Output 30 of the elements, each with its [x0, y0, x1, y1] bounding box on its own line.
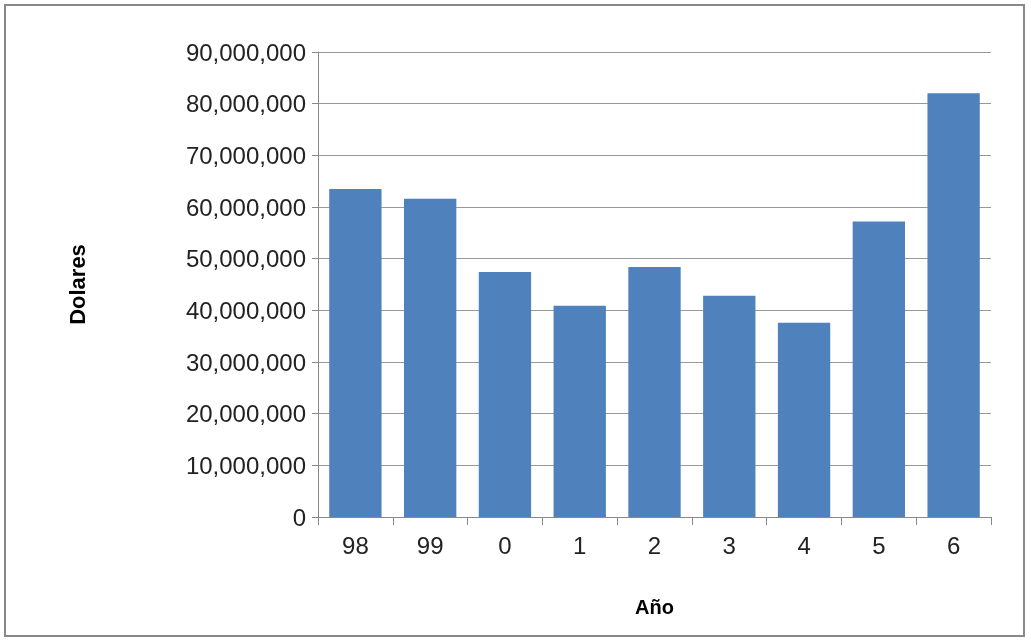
x-tick-label: 6 [946, 531, 961, 559]
bar [403, 198, 457, 517]
x-axis-title: Año [635, 596, 674, 618]
bar [628, 266, 681, 517]
y-tick-label: 0 [292, 503, 306, 531]
x-tick-label: 3 [722, 531, 736, 559]
bar [478, 272, 532, 517]
bar [703, 295, 756, 517]
x-tick-label: 98 [342, 531, 369, 559]
x-tick-label: 5 [872, 531, 886, 559]
y-tick-label: 10,000,000 [185, 451, 306, 479]
x-tick-label: 4 [797, 531, 811, 559]
y-tick-label: 50,000,000 [185, 245, 306, 273]
bar [927, 93, 980, 517]
y-tick-label: 20,000,000 [185, 400, 306, 428]
bar [852, 221, 906, 517]
bar [329, 188, 382, 517]
y-tick-label: 40,000,000 [185, 296, 306, 324]
bar [777, 322, 831, 517]
x-tick-label: 2 [647, 531, 662, 559]
y-tick-label: 60,000,000 [185, 193, 306, 221]
y-tick-label: 30,000,000 [185, 348, 306, 376]
bar [553, 305, 606, 517]
x-tick-label: 99 [416, 531, 444, 559]
y-tick-label: 80,000,000 [185, 90, 306, 118]
y-tick-label: 70,000,000 [185, 141, 306, 169]
y-axis-title: Dolares [64, 244, 90, 325]
x-tick-label: 0 [498, 531, 512, 559]
x-tick-label: 1 [573, 531, 587, 559]
y-tick-label: 90,000,000 [185, 38, 306, 66]
